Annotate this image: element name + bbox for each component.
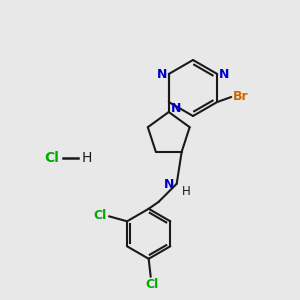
Text: H: H [182, 185, 191, 198]
Text: N: N [164, 178, 174, 191]
Text: H: H [82, 151, 92, 165]
Text: Br: Br [232, 89, 248, 103]
Text: N: N [219, 68, 230, 80]
Text: Cl: Cl [45, 151, 59, 165]
Text: N: N [171, 103, 181, 116]
Text: N: N [157, 68, 167, 80]
Text: Cl: Cl [93, 209, 107, 222]
Text: Cl: Cl [145, 278, 158, 291]
